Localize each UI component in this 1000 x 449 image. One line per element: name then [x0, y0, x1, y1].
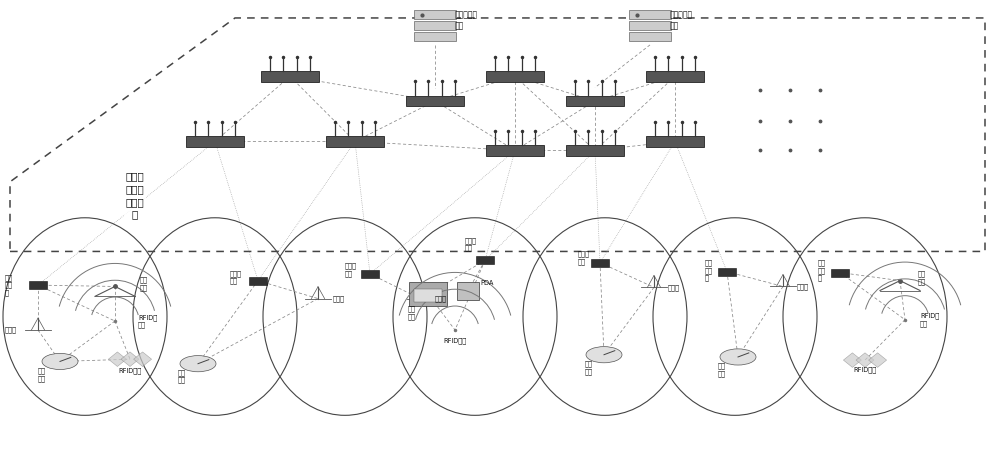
Text: 传感器: 传感器 — [333, 295, 345, 302]
Bar — [718, 268, 736, 276]
Bar — [629, 32, 671, 41]
Bar — [414, 32, 456, 41]
Text: RFID标签: RFID标签 — [118, 367, 141, 374]
Text: 传感器: 传感器 — [797, 283, 809, 290]
Bar — [566, 96, 624, 106]
Bar — [646, 136, 704, 147]
Text: 传感器: 传感器 — [668, 284, 680, 291]
Circle shape — [180, 356, 216, 372]
Bar — [414, 289, 442, 302]
Bar — [566, 145, 624, 156]
Polygon shape — [843, 353, 861, 367]
Bar — [646, 71, 704, 82]
Bar — [591, 259, 609, 267]
Text: 无线多
跳骨干
传输网
络: 无线多 跳骨干 传输网 络 — [126, 171, 144, 220]
Text: 无线
控制
器: 无线 控制 器 — [705, 260, 713, 281]
Text: 视频
监测: 视频 监测 — [918, 270, 926, 285]
Text: 无线
控制
器: 无线 控制 器 — [818, 260, 826, 281]
Text: 视频
监测: 视频 监测 — [140, 277, 148, 291]
Text: 传感器: 传感器 — [5, 327, 17, 333]
Bar — [249, 277, 267, 285]
Bar — [629, 21, 671, 30]
Text: 制造物联网
网关: 制造物联网 网关 — [670, 10, 693, 30]
Bar — [629, 10, 671, 19]
Bar — [361, 270, 379, 278]
Text: 无线
仪表: 无线 仪表 — [718, 363, 726, 377]
Polygon shape — [869, 353, 887, 367]
Text: RFID读
写器: RFID读 写器 — [138, 314, 157, 328]
Bar — [186, 136, 244, 147]
Bar — [476, 256, 494, 264]
Text: RFID标签: RFID标签 — [853, 367, 876, 374]
Text: 制造物联网
网关: 制造物联网 网关 — [455, 10, 478, 30]
Text: 无线
仪表: 无线 仪表 — [178, 369, 186, 383]
Bar — [486, 145, 544, 156]
Polygon shape — [121, 352, 139, 366]
Text: 无线控
制器: 无线控 制器 — [230, 270, 242, 284]
Bar — [326, 136, 384, 147]
Text: 无线控
制器: 无线控 制器 — [345, 262, 357, 277]
Bar — [261, 71, 319, 82]
Text: 无线控
制器: 无线控 制器 — [578, 251, 590, 265]
Polygon shape — [134, 352, 152, 366]
Bar — [29, 281, 47, 289]
Text: 电子
看板: 电子 看板 — [408, 305, 416, 320]
Circle shape — [42, 353, 78, 370]
Text: 无线
仪表: 无线 仪表 — [585, 361, 593, 375]
Circle shape — [586, 347, 622, 363]
Bar — [414, 10, 456, 19]
Text: RFID标签: RFID标签 — [443, 338, 466, 344]
Text: 无线
控制
器: 无线 控制 器 — [5, 274, 13, 296]
Text: 传感器: 传感器 — [435, 295, 447, 302]
Text: PDA: PDA — [480, 280, 493, 286]
Polygon shape — [108, 352, 126, 366]
Bar — [409, 282, 447, 306]
Bar — [414, 21, 456, 30]
Circle shape — [720, 349, 756, 365]
Bar — [406, 96, 464, 106]
Polygon shape — [856, 353, 874, 367]
Text: RFID读
写器: RFID读 写器 — [920, 313, 939, 327]
Bar — [457, 282, 479, 300]
Bar — [486, 71, 544, 82]
Bar — [831, 269, 849, 277]
Text: 无线
仪表: 无线 仪表 — [38, 367, 46, 382]
Text: 无线控
制器: 无线控 制器 — [465, 237, 477, 251]
